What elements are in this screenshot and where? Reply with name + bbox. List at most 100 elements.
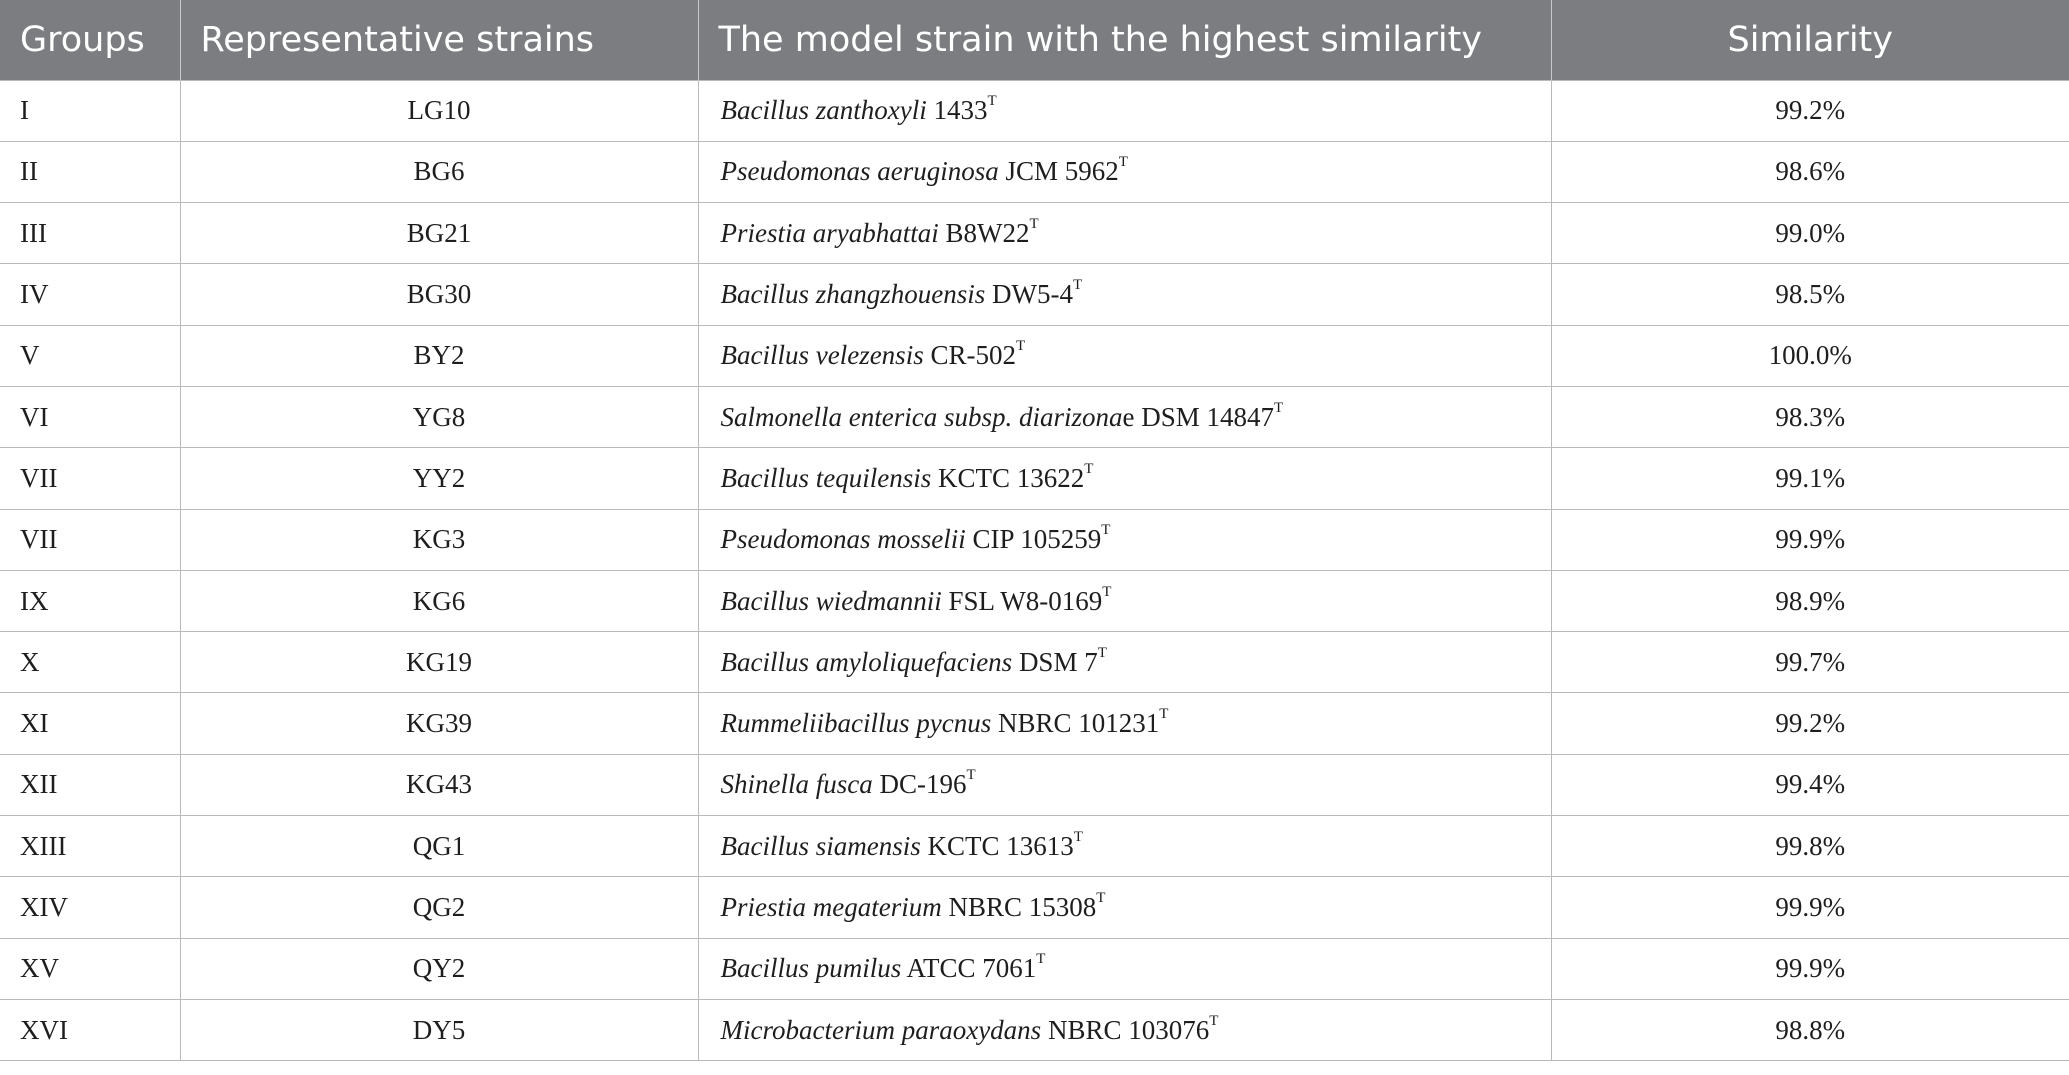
representative-strain-cell: QG1	[180, 815, 699, 878]
similarity-cell: 98.9%	[1551, 569, 2069, 633]
species-name: Shinella fusca	[720, 769, 873, 800]
header-similarity: Similarity	[1727, 19, 1893, 60]
table-row: XIV QG2 Priestia megaterium NBRC 15308T 99.…	[0, 876, 2069, 939]
similarity-cell: 99.8%	[1551, 815, 2069, 878]
strain-id: CR-502	[923, 340, 1016, 371]
strain-id: DC-196	[872, 769, 967, 800]
type-strain-superscript: T	[1036, 951, 1046, 968]
table-header: Groups Representative strains The model …	[0, 0, 2069, 80]
similarity-cell: 98.5%	[1551, 263, 2069, 326]
strain-id: CIP 105259	[965, 524, 1102, 555]
similarity-cell: 99.4%	[1551, 753, 2069, 817]
group-cell: V	[0, 324, 181, 387]
header-row: Groups Representative strains The model …	[0, 0, 2069, 80]
group-cell: XIV	[0, 876, 181, 939]
type-strain-superscript: T	[1209, 1012, 1219, 1029]
similarity-cell: 99.2%	[1551, 79, 2069, 142]
group-cell: II	[0, 140, 181, 204]
table-row: III BG21 Priestia aryabhattai B8W22T 99.0%	[0, 202, 2069, 265]
model-strain-cell: Priestia aryabhattai B8W22T	[698, 202, 1552, 265]
group-cell: XIII	[0, 815, 181, 878]
species-name: Bacillus amyloliquefaciens	[720, 646, 1013, 677]
type-strain-superscript: T	[1073, 277, 1083, 294]
header-model-strain: The model strain with the highest simila…	[698, 0, 1552, 80]
group-cell: XVI	[0, 998, 181, 1062]
model-strain-cell: Salmonella enterica subsp. diarizonae DS…	[698, 385, 1552, 449]
species-name: Priestia megaterium	[720, 892, 942, 922]
table-row: II BG6 Pseudomonas aeruginosa JCM 5962T 98.…	[0, 140, 2069, 204]
strain-id: NBRC 101231	[991, 708, 1160, 739]
representative-strain-cell: KG6	[180, 569, 699, 633]
species-name: Bacillus velezensis	[720, 340, 924, 371]
header-groups: Groups	[0, 0, 181, 80]
group-cell: XV	[0, 937, 181, 1000]
model-strain-cell: Priestia megaterium NBRC 15308T	[698, 876, 1552, 939]
model-strain-cell: Pseudomonas aeruginosa JCM 5962T	[698, 140, 1552, 204]
similarity-cell: 98.3%	[1551, 385, 2069, 449]
representative-strain-cell: QG2	[180, 876, 699, 939]
representative-strain-cell: BY2	[180, 324, 699, 387]
table-row: VII YY2 Bacillus tequilensis KCTC 13622T 99…	[0, 447, 2069, 510]
group-cell: XII	[0, 753, 181, 817]
table-row: XI KG39 Rummeliibacillus pycnus NBRC 10123…	[0, 692, 2069, 755]
group-cell: III	[0, 202, 181, 265]
similarity-cell: 99.9%	[1551, 876, 2069, 939]
species-name: Pseudomonas aeruginosa	[720, 156, 999, 187]
species-name: Rummeliibacillus pycnus	[720, 708, 992, 739]
model-strain-cell: Bacillus velezensis CR-502T	[698, 324, 1552, 387]
table-row: XII KG43 Shinella fusca DC-196T 99.4%	[0, 753, 2069, 817]
species-name: Bacillus wiedmannii	[720, 585, 942, 616]
model-strain-cell: Rummeliibacillus pycnus NBRC 101231T	[698, 692, 1552, 755]
representative-strain-cell: KG43	[180, 753, 699, 817]
table-row: XVI DY5 Microbacterium paraoxydans NBRC 10…	[0, 998, 2069, 1062]
type-strain-superscript: T	[987, 93, 997, 110]
similarity-cell: 99.9%	[1551, 508, 2069, 571]
type-strain-superscript: T	[1015, 338, 1026, 355]
group-cell: X	[0, 631, 181, 694]
similarity-cell: 99.0%	[1551, 202, 2069, 265]
model-strain-cell: Bacillus wiedmannii FSL W8-0169T	[698, 569, 1552, 633]
group-cell: VII	[0, 508, 181, 571]
type-strain-superscript: T	[1274, 399, 1284, 416]
table-row: XIII QG1 Bacillus siamensis KCTC 13613T 99.…	[0, 815, 2069, 878]
strain-id: JCM 5962	[998, 156, 1119, 187]
representative-strain-cell: QY2	[180, 937, 699, 1000]
similarity-cell: 100.0%	[1551, 324, 2069, 387]
similarity-cell: 99.7%	[1551, 631, 2069, 694]
representative-strain-cell: BG30	[180, 263, 699, 326]
species-name: Bacillus zanthoxyli	[720, 95, 927, 126]
group-cell: VI	[0, 385, 181, 449]
model-strain-cell: Bacillus tequilensis KCTC 13622T	[698, 447, 1552, 510]
strain-id: FSL W8-0169	[941, 585, 1103, 616]
similarity-cell: 99.2%	[1551, 692, 2069, 755]
species-name: Priestia aryabhattai	[720, 217, 939, 248]
strain-id: B8W22	[938, 217, 1030, 248]
species-name: Pseudomonas mosselii	[720, 524, 966, 555]
similarity-cell: 99.9%	[1551, 937, 2069, 1000]
species-name: Microbacterium paraoxydans	[720, 1014, 1042, 1045]
representative-strain-cell: YG8	[180, 385, 699, 449]
type-strain-superscript: T	[1118, 154, 1128, 171]
header-representative-strains: Representative strains	[180, 0, 699, 80]
group-cell: IX	[0, 569, 181, 633]
species-name: Bacillus zhangzhouensis	[720, 279, 986, 310]
table-row: XV QY2 Bacillus pumilus ATCC 7061T 99.9%	[0, 937, 2069, 1000]
model-strain-cell: Bacillus zhangzhouensis DW5-4T	[698, 263, 1552, 326]
representative-strain-cell: BG21	[180, 202, 699, 265]
group-cell: I	[0, 79, 181, 142]
species-name: Bacillus tequilensis	[720, 462, 932, 493]
type-strain-superscript: T	[966, 767, 976, 784]
model-strain-cell: Pseudomonas mosselii CIP 105259T	[698, 508, 1552, 571]
similarity-cell: 99.1%	[1551, 447, 2069, 510]
group-cell: VII	[0, 447, 181, 510]
strain-id: KCTC 13622	[931, 462, 1085, 493]
type-strain-superscript: T	[1101, 522, 1111, 539]
type-strain-superscript: T	[1159, 706, 1169, 723]
strain-id: DSM 7	[1012, 646, 1098, 677]
model-strain-cell: Shinella fusca DC-196T	[698, 753, 1552, 817]
table-body: I LG10 Bacillus zanthoxyli 1433T 99.2% II BG6…	[0, 79, 2069, 1062]
strain-id: ATCC 7061	[901, 953, 1037, 984]
type-strain-superscript: T	[1084, 460, 1094, 477]
group-cell: IV	[0, 263, 181, 326]
